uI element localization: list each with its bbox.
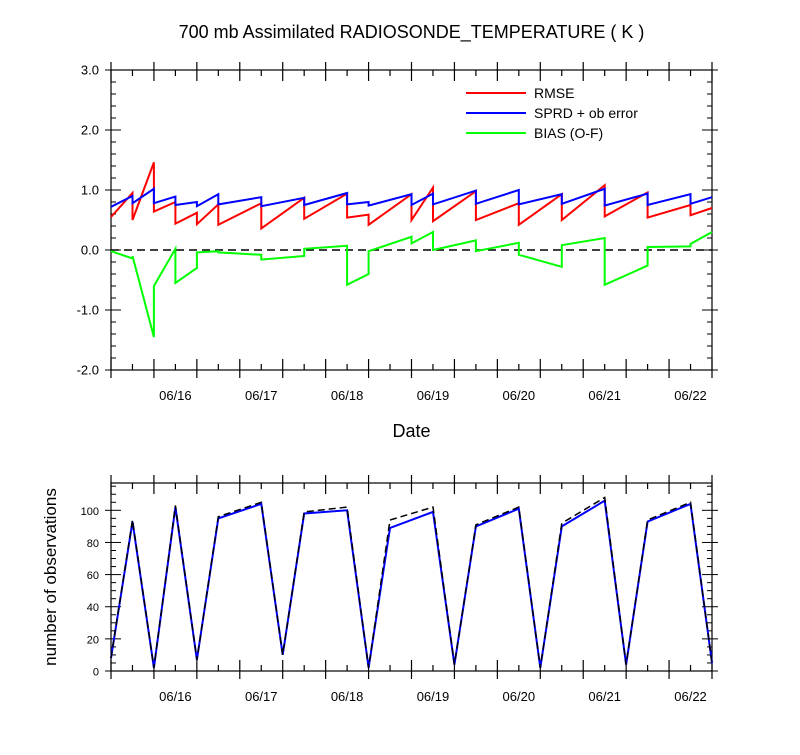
y-tick-label: -2.0 [77,363,99,378]
x-tick-label: 06/16 [159,388,192,403]
legend-label: SPRD + ob error [534,105,638,121]
x-tick-label: 06/17 [245,689,278,704]
x-tick-label: 06/18 [331,388,364,403]
x-tick-label: 06/19 [417,388,450,403]
x-axis-label: Date [392,421,430,441]
x-tick-label: 06/19 [417,689,450,704]
chart-title: 700 mb Assimilated RADIOSONDE_TEMPERATUR… [179,22,645,43]
y-tick-label: 60 [87,570,99,582]
y-tick-label: 2.0 [81,123,99,138]
x-tick-label: 06/17 [245,388,278,403]
legend-label: BIAS (O-F) [534,125,603,141]
y-tick-label: 0 [93,667,99,679]
x-tick-label: 06/22 [674,388,707,403]
y-tick-label: 3.0 [81,63,99,78]
bottom-chart: 06/16 06/17 06/18 06/19 06/20 06/21 06/22 0 20 40… [41,475,718,704]
top-chart: 700 mb Assimilated RADIOSONDE_TEMPERATUR… [77,22,718,441]
legend-label: RMSE [534,85,574,101]
x-tick-label: 06/18 [331,689,364,704]
y-axis-label: number of observations [41,488,60,666]
y-tick-label: 40 [87,602,99,614]
y-tick-label: 80 [87,538,99,550]
series-line-sprd-ob-error [110,186,713,208]
x-tick-label: 06/21 [588,388,621,403]
series-line-bias-o-f [110,230,713,338]
x-tick-label: 06/21 [588,689,621,704]
y-tick-label: 100 [81,506,99,518]
series-line-possible [110,496,713,668]
y-tick-label: 1.0 [81,183,99,198]
x-tick-label: 06/16 [159,689,192,704]
y-tick-label: 0.0 [81,243,99,258]
x-tick-label: 06/20 [503,388,536,403]
y-tick-label: -1.0 [77,303,99,318]
y-tick-label: 20 [87,634,99,646]
plot-frame [110,482,713,672]
x-tick-label: 06/22 [674,689,707,704]
series-line-used [110,499,713,668]
x-tick-label: 06/20 [503,689,536,704]
